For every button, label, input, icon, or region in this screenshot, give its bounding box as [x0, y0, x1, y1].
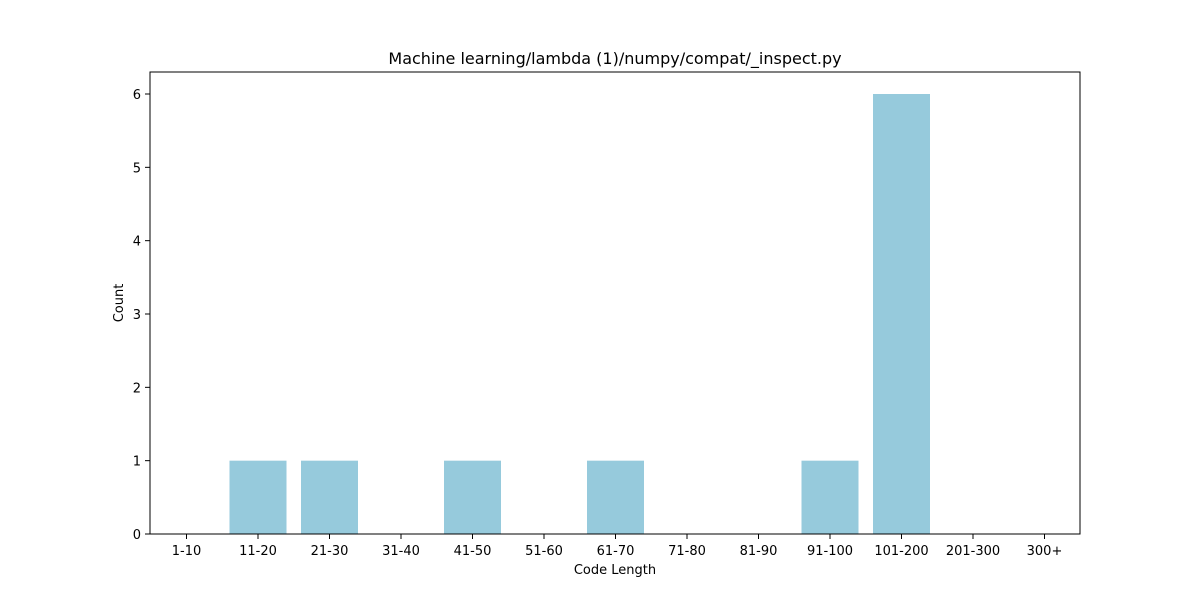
bar-61-70: [587, 460, 644, 534]
y-tick-label: 4: [133, 235, 141, 250]
bar-91-100: [801, 460, 859, 534]
x-tick-label: 81-90: [740, 544, 778, 559]
x-tick-label: 71-80: [668, 544, 706, 559]
y-tick-label: 3: [133, 308, 141, 323]
plot-frame: [149, 71, 1081, 535]
x-axis-label: Code Length: [574, 563, 656, 578]
bar-101-200: [873, 94, 930, 534]
bar-21-30: [301, 460, 358, 534]
x-tick-label: 21-30: [311, 544, 349, 559]
x-tick-label: 51-60: [525, 544, 563, 559]
bars-layer: [229, 94, 930, 534]
x-tick-label: 300+: [1027, 544, 1063, 559]
y-tick-label: 2: [133, 381, 141, 396]
chart-title: Machine learning/lambda (1)/numpy/compat…: [388, 49, 841, 69]
x-tick-label: 61-70: [597, 544, 635, 559]
y-tick-label: 5: [133, 161, 141, 176]
x-tick-label: 41-50: [454, 544, 492, 559]
x-tick-label: 101-200: [874, 544, 928, 559]
bar-11-20: [229, 460, 287, 534]
y-tick-label: 0: [133, 528, 141, 543]
y-axis-label: Count: [112, 284, 127, 323]
y-axis: 0 1 2 3 4 5 6: [133, 88, 150, 543]
x-tick-label: 91-100: [807, 544, 853, 559]
x-tick-label: 1-10: [172, 544, 202, 559]
bar-41-50: [444, 460, 501, 534]
x-tick-label: 11-20: [239, 544, 277, 559]
x-tick-label: 31-40: [382, 544, 420, 559]
y-tick-label: 1: [133, 455, 141, 470]
x-tick-label: 201-300: [946, 544, 1000, 559]
x-axis: 1-10 11-20 21-30 31-40 41-50 51-60 61-70 71-80 8…: [172, 534, 1063, 559]
y-tick-label: 6: [133, 88, 141, 103]
